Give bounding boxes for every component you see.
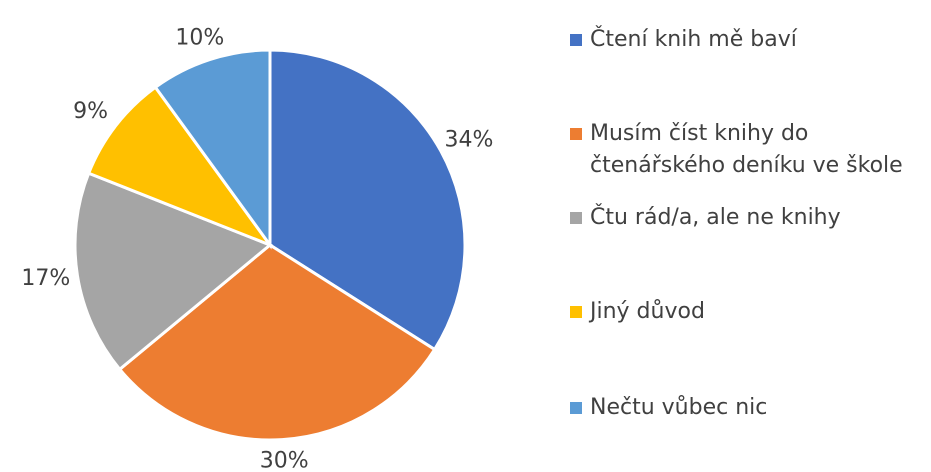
legend-swatch xyxy=(570,306,582,318)
pie-area: 34% 30% 17% 9% 10% xyxy=(21,26,493,472)
pie-slice xyxy=(153,48,272,250)
data-label: 30% xyxy=(260,449,309,472)
data-label: 17% xyxy=(21,266,70,291)
legend-label: Musím číst knihy do čtenářského deníku v… xyxy=(590,121,903,178)
legend-item: Čtu rád/a, ale ne knihy xyxy=(570,202,930,234)
pie-slice xyxy=(73,171,273,372)
legend-label: Čtu rád/a, ale ne knihy xyxy=(590,205,841,230)
legend-swatch xyxy=(570,402,582,414)
legend-swatch xyxy=(570,128,582,140)
pie-slice xyxy=(86,85,275,249)
pie-slice xyxy=(117,243,437,442)
legend-item: Nečtu vůbec nic xyxy=(570,392,930,424)
legend-swatch xyxy=(570,34,582,46)
legend-item: Musím číst knihy do čtenářského deníku v… xyxy=(570,118,910,182)
data-label: 10% xyxy=(175,26,224,51)
legend-label: Čtení knih mě baví xyxy=(590,27,797,52)
legend-swatch xyxy=(570,212,582,224)
legend-item: Jiný důvod xyxy=(570,296,930,328)
legend-label: Nečtu vůbec nic xyxy=(590,395,768,420)
data-label: 34% xyxy=(444,127,493,152)
data-label: 9% xyxy=(73,99,108,124)
legend-item: Čtení knih mě baví xyxy=(570,24,930,56)
legend-label: Jiný důvod xyxy=(590,299,705,324)
